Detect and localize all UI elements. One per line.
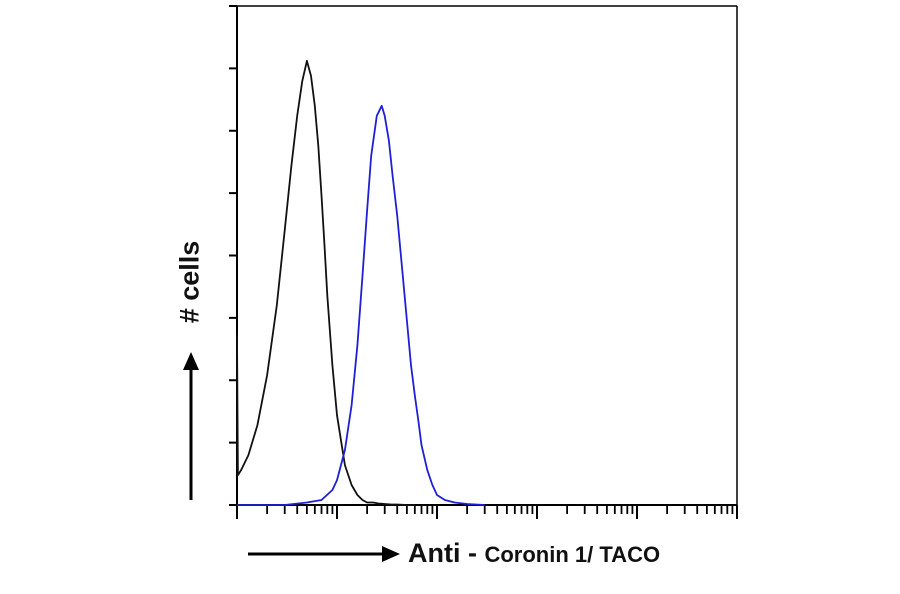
histogram-line-1: [236, 60, 415, 506]
y-axis-label: # cells: [174, 240, 205, 324]
x-axis-ticks: [236, 505, 738, 519]
histogram-line-2: [237, 104, 485, 506]
x-arrow-head: [382, 546, 400, 562]
axis-arrows: [183, 352, 400, 562]
y-arrow-head: [183, 352, 199, 370]
y-axis-ticks: [229, 5, 237, 506]
x-axis-label: Anti - Coronin 1/ TACO: [408, 538, 660, 569]
x-axis-label-prefix: Anti -: [408, 538, 485, 568]
x-axis-label-main: Coronin 1/ TACO: [484, 542, 661, 567]
y-axis-label-container: # cells: [170, 232, 210, 332]
histogram-series: [236, 60, 485, 506]
